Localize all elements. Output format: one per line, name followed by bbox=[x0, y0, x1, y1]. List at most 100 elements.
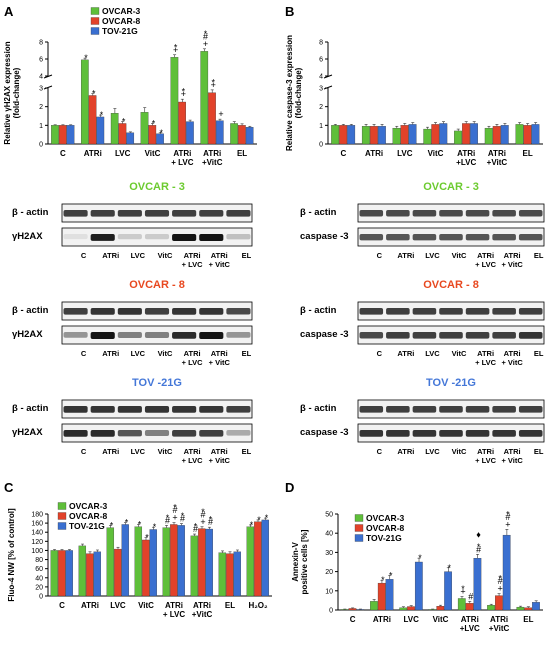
bar-ovcar-8-4 bbox=[462, 123, 470, 145]
blot-lane-label: ATRi bbox=[211, 349, 228, 358]
x-tick-label: EL bbox=[225, 601, 235, 610]
blot-lane-label: + LVC bbox=[182, 456, 203, 465]
blot-band bbox=[172, 308, 197, 315]
legend-swatch bbox=[90, 7, 100, 15]
blot-lane-label: + LVC bbox=[475, 358, 496, 367]
x-tick-label: + LVC bbox=[163, 610, 186, 619]
significance-mark: * bbox=[211, 77, 215, 87]
bar-ovcar-8-5 bbox=[495, 595, 503, 611]
chart-c: 0 20 40 60 80 100 120 140 160 180 Fluo-4 NW [% of … bbox=[7, 501, 272, 619]
legend-swatch bbox=[354, 534, 364, 542]
blot-band bbox=[439, 210, 463, 217]
bar-ovcar-3-6 bbox=[230, 123, 238, 145]
y-tick-label: 40 bbox=[325, 531, 333, 538]
bar-ovcar-3-0 bbox=[51, 125, 59, 145]
bar-ovcar-3-1 bbox=[78, 545, 87, 597]
legend-label: OVCAR-3 bbox=[366, 513, 405, 523]
blot-lane-label: EL bbox=[534, 349, 544, 358]
blot-a-1: OVCAR - 8 β - actin γH2AX C ATRi LVC VitC ATRi A… bbox=[12, 279, 253, 367]
significance-mark: * bbox=[92, 89, 96, 99]
blot-lane-label: EL bbox=[242, 251, 252, 260]
blot-band bbox=[412, 406, 437, 413]
significance-mark: + bbox=[203, 39, 208, 49]
legend-swatch bbox=[354, 524, 364, 532]
blot-row-label: γH2AX bbox=[12, 329, 43, 340]
bar-tov-21g-2 bbox=[126, 132, 135, 145]
blot-lane-label: C bbox=[81, 447, 87, 456]
x-tick-label: C bbox=[340, 149, 346, 158]
significance-mark: * bbox=[204, 29, 208, 39]
bar-ovcar-3-5 bbox=[487, 605, 495, 611]
panel-label-d: D bbox=[285, 480, 294, 495]
x-tick-label: VitC bbox=[138, 601, 154, 610]
bar-ovcar-3-5 bbox=[484, 127, 493, 145]
blot-lane-label: + VitC bbox=[501, 358, 523, 367]
blot-band bbox=[226, 210, 251, 217]
legend-label: TOV-21G bbox=[69, 521, 105, 531]
bar-ovcar-3-1 bbox=[361, 126, 370, 145]
blot-lane-label: ATRi bbox=[211, 447, 228, 456]
blot-lane-label: ATRi bbox=[102, 447, 119, 456]
bar-ovcar-3-1 bbox=[370, 601, 378, 611]
blot-band bbox=[518, 430, 543, 437]
blot-band bbox=[144, 430, 170, 436]
blot-band bbox=[63, 430, 88, 437]
blot-band bbox=[412, 234, 437, 241]
significance-mark: * bbox=[182, 87, 186, 97]
legend-label: TOV-21G bbox=[102, 26, 138, 36]
y-tick-label: 0 bbox=[319, 142, 323, 149]
y-tick-label: 10 bbox=[325, 588, 333, 595]
blot-band bbox=[492, 234, 516, 241]
blot-band bbox=[172, 210, 197, 217]
blot-lane-label: ATRi bbox=[397, 349, 414, 358]
bar-ovcar-3-0 bbox=[340, 609, 349, 611]
significance-mark: + bbox=[497, 584, 502, 594]
y-tick-label: 0 bbox=[39, 594, 43, 601]
bar-ovcar-3-2 bbox=[106, 527, 115, 597]
y-tick-label: 4 bbox=[319, 74, 323, 81]
blot-band bbox=[386, 234, 410, 241]
bar-tov-21g-0 bbox=[356, 609, 365, 611]
blot-lane-label: VitC bbox=[158, 349, 173, 358]
blot-lane-label: ATRi bbox=[477, 447, 494, 456]
blot-band bbox=[117, 332, 142, 338]
x-tick-label: LVC bbox=[110, 601, 126, 610]
bar-tov-21g-1 bbox=[385, 579, 394, 611]
legend-label: OVCAR-8 bbox=[366, 523, 405, 533]
significance-mark: * bbox=[250, 520, 254, 530]
bar-ovcar-3-5 bbox=[190, 535, 199, 597]
bar-tov-21g-4 bbox=[473, 558, 482, 611]
blot-band bbox=[172, 406, 197, 413]
blot-row-label: β - actin bbox=[12, 305, 49, 316]
blot-band bbox=[117, 430, 142, 437]
blot-lane-label: LVC bbox=[425, 447, 440, 456]
blot-band bbox=[492, 308, 516, 315]
bar-ovcar-8-0 bbox=[339, 125, 348, 145]
bar-ovcar-3-0 bbox=[50, 550, 59, 597]
legend-label: OVCAR-3 bbox=[69, 501, 108, 511]
x-tick-label: ATRi bbox=[490, 615, 508, 624]
y-tick-label: 100 bbox=[31, 548, 43, 555]
y-tick-label: 2 bbox=[39, 104, 43, 111]
blot-row-label: γH2AX bbox=[12, 231, 43, 242]
bar-ovcar-3-6 bbox=[218, 552, 227, 597]
bar-ovcar-8-5 bbox=[198, 528, 206, 597]
y-axis-label: Relative caspase-3 expression(fold-chang… bbox=[285, 35, 303, 151]
x-tick-label: EL bbox=[523, 149, 533, 158]
blot-band bbox=[144, 308, 170, 315]
cell-line-title: OVCAR - 8 bbox=[129, 279, 185, 291]
blot-lane-label: ATRi bbox=[504, 251, 521, 260]
bar-ovcar-3-7 bbox=[246, 526, 255, 597]
blot-row-label: β - actin bbox=[300, 403, 337, 414]
blot-band bbox=[90, 430, 115, 437]
blot-band bbox=[439, 430, 463, 437]
blot-band bbox=[90, 234, 115, 241]
blot-lane-label: C bbox=[377, 251, 383, 260]
y-tick-label: 4 bbox=[39, 74, 43, 81]
blot-row-label: caspase -3 bbox=[300, 427, 349, 438]
blot-band bbox=[63, 406, 88, 413]
blot-row-label: β - actin bbox=[300, 207, 337, 218]
bar-ovcar-3-6 bbox=[515, 124, 524, 145]
blot-band bbox=[172, 430, 197, 437]
